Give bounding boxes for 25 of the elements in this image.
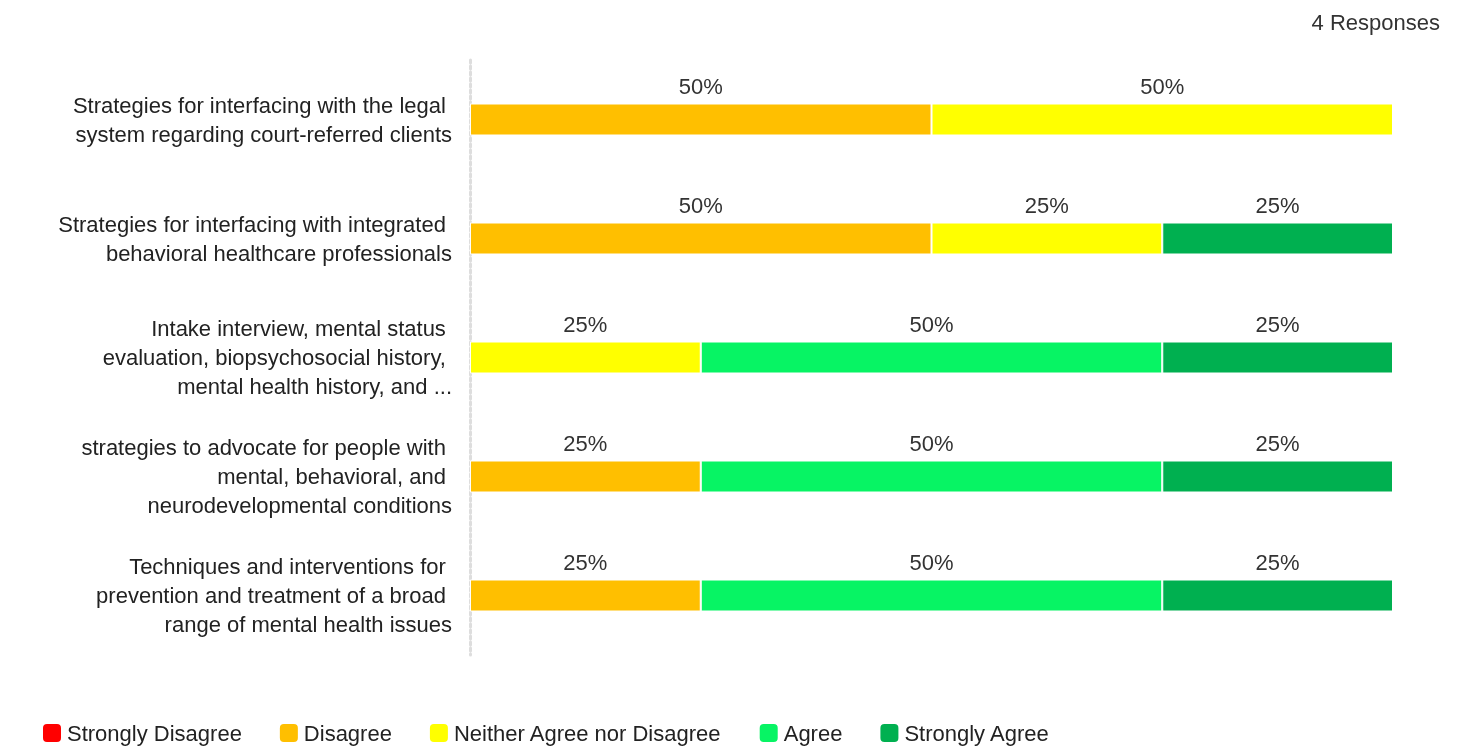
data-label: 50%	[1140, 74, 1185, 99]
data-label: 25%	[1255, 550, 1300, 575]
legend-label: Neither Agree nor Disagree	[453, 720, 721, 746]
data-label: 50%	[909, 431, 954, 456]
y-tick-label: Strategies for interfacing with the legal system regarding court-referred clients	[72, 92, 452, 147]
data-label: 25%	[1255, 431, 1300, 456]
legend-label: Strongly Agree	[904, 720, 1049, 746]
y-tick-label: strategies to advocate for people with mental, behavioral, and neurodevelopmental conditions	[81, 435, 452, 518]
data-label: 25%	[563, 550, 608, 575]
text: 4 Responses	[1311, 9, 1441, 35]
data-label: 25%	[1255, 193, 1300, 218]
data-label: 25%	[563, 312, 608, 337]
data-label: 50%	[909, 550, 954, 575]
data-label: 50%	[678, 193, 723, 218]
data-label: 25%	[563, 431, 608, 456]
legend-label: Agree	[783, 720, 843, 746]
data-label: 25%	[1255, 312, 1300, 337]
legend-label: Disagree	[303, 720, 392, 746]
data-label: 50%	[678, 74, 723, 99]
y-tick-label: Intake interview, mental status evaluation, biopsychosocial history, mental health history, and ...	[102, 316, 452, 399]
legend-label: Strongly Disagree	[67, 720, 242, 746]
data-label: 25%	[1024, 193, 1069, 218]
y-tick-label: Techniques and interventions for prevention and treatment of a broad range of mental health issues	[96, 554, 452, 637]
data-label: 50%	[909, 312, 954, 337]
y-tick-label: Strategies for interfacing with integrated behavioral healthcare professionals	[58, 211, 452, 266]
